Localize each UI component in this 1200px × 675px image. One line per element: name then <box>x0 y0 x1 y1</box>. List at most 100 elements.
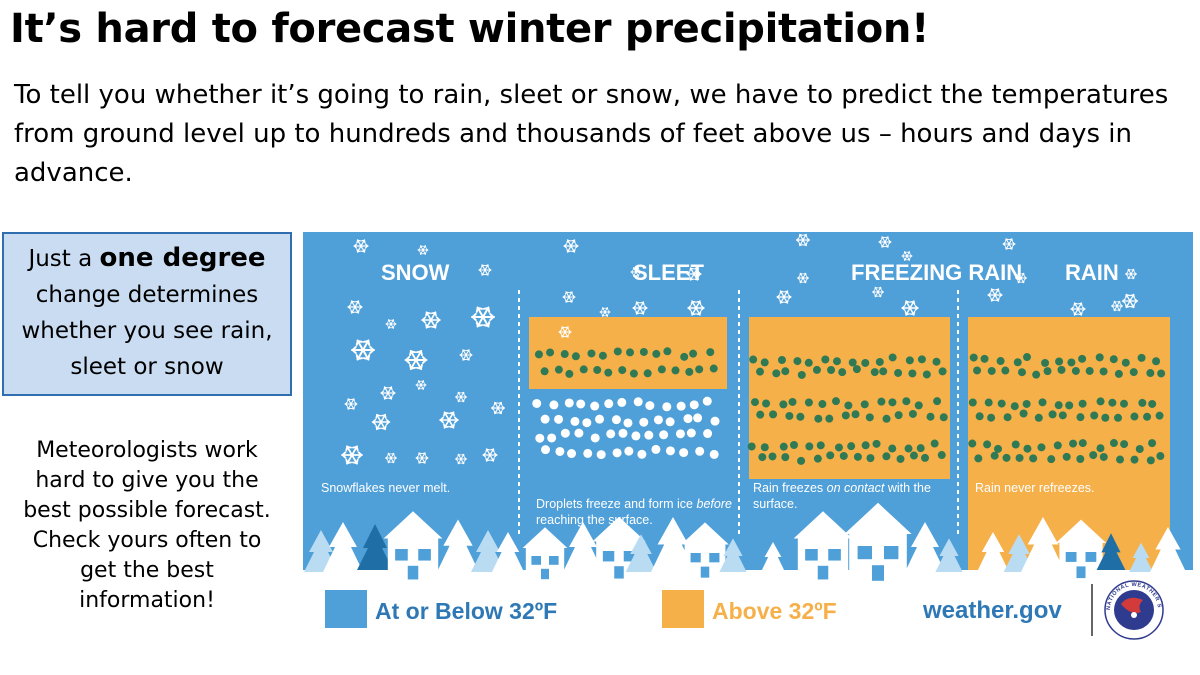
rain-drop <box>805 442 814 451</box>
rain-drop <box>680 352 689 361</box>
rain-drop <box>882 414 891 423</box>
rain-drop <box>571 352 580 361</box>
rain-drop <box>879 367 888 376</box>
rain-drop <box>779 400 788 409</box>
rain-drop <box>1057 365 1066 374</box>
rain-drop <box>1090 411 1099 420</box>
rain-drop <box>579 365 588 374</box>
rain-drop <box>968 439 977 448</box>
rain-drop <box>625 348 634 357</box>
ice-pellet <box>547 433 557 443</box>
ice-pellet <box>604 399 614 409</box>
legend-cold-swatch <box>325 590 367 628</box>
rain-drop <box>1120 440 1129 449</box>
rain-drop <box>685 367 694 376</box>
rain-drop <box>1099 452 1108 461</box>
rain-drop <box>1032 370 1041 379</box>
rain-drop <box>825 414 834 423</box>
ice-pellet <box>582 418 592 428</box>
rain-drop <box>709 364 718 373</box>
ice-pellet <box>644 430 654 440</box>
rain-drop <box>827 366 836 375</box>
rain-drop <box>804 398 813 407</box>
rain-drop <box>797 456 806 465</box>
panel-caption: Rain never refreezes. <box>975 481 1095 495</box>
rain-drop <box>534 350 543 359</box>
legend-cold-label: At or Below 32ºF <box>375 598 557 624</box>
rain-drop <box>1156 452 1165 461</box>
ice-pellet <box>675 429 685 439</box>
panel-title: SNOW <box>381 260 450 285</box>
rain-drop <box>779 442 788 451</box>
rain-drop <box>587 349 596 358</box>
rain-drop <box>1017 368 1026 377</box>
rain-drop <box>1109 439 1118 448</box>
ice-pellet <box>679 448 689 458</box>
rain-drop <box>841 411 850 420</box>
rain-drop <box>1089 451 1098 460</box>
ice-pellet <box>695 446 705 456</box>
rain-drop <box>1022 399 1031 408</box>
ice-pellet <box>623 418 633 428</box>
rain-drop <box>875 357 884 366</box>
callout-rest: change determines whether you see rain, … <box>21 282 273 380</box>
rain-drop <box>1120 399 1129 408</box>
ice-pellet <box>596 450 606 460</box>
rain-drop <box>593 365 602 374</box>
rain-drop <box>839 451 848 460</box>
ice-pellet <box>540 414 550 424</box>
rain-drop <box>826 451 835 460</box>
rain-drop <box>1062 452 1071 461</box>
rain-drop <box>1078 399 1087 408</box>
rain-drop <box>904 444 913 453</box>
rain-drop <box>613 347 622 356</box>
ice-pellet <box>633 397 643 407</box>
rain-drop <box>1003 413 1012 422</box>
rain-drop <box>788 397 797 406</box>
ice-pellet <box>683 414 693 424</box>
rain-drop <box>834 443 843 452</box>
rain-drop <box>1130 455 1139 464</box>
rain-drop <box>888 444 897 453</box>
rain-drop <box>1078 354 1087 363</box>
rain-drop <box>896 454 905 463</box>
ice-pellet <box>567 449 577 459</box>
ice-pellet <box>595 414 605 424</box>
rain-drop <box>851 410 860 419</box>
rain-drop <box>861 441 870 450</box>
ice-pellet <box>532 398 542 408</box>
rain-drop <box>598 351 607 360</box>
rain-drop <box>860 400 869 409</box>
rain-drop <box>1085 366 1094 375</box>
ice-pellet <box>611 415 621 425</box>
rain-drop <box>838 368 847 377</box>
rain-drop <box>657 365 666 374</box>
rain-drop <box>554 365 563 374</box>
rain-drop <box>604 368 613 377</box>
rain-drop <box>643 369 652 378</box>
warm-air-layer <box>749 317 950 479</box>
rain-drop <box>762 399 771 408</box>
rain-drop <box>933 397 942 406</box>
ice-pellet <box>617 397 627 407</box>
rain-drop <box>917 355 926 364</box>
rain-drop <box>639 347 648 356</box>
ice-pellet <box>676 401 686 411</box>
rain-drop <box>1076 454 1085 463</box>
ice-pellet <box>662 402 672 412</box>
rain-drop <box>975 412 984 421</box>
rain-drop <box>1041 358 1050 367</box>
ice-pellet <box>570 416 580 426</box>
rain-drop <box>968 398 977 407</box>
rain-drop <box>1055 357 1064 366</box>
ice-pellet <box>535 433 545 443</box>
rain-drop <box>894 411 903 420</box>
rain-drop <box>908 409 917 418</box>
meteorologist-note: Meteorologists work hard to give you the… <box>23 438 271 613</box>
panel-caption: Rain freezes on contact with the surface… <box>753 481 931 511</box>
ice-pellet <box>606 429 616 439</box>
rain-drop <box>565 369 574 378</box>
rain-drop <box>747 442 756 451</box>
rain-drop <box>1146 369 1155 378</box>
